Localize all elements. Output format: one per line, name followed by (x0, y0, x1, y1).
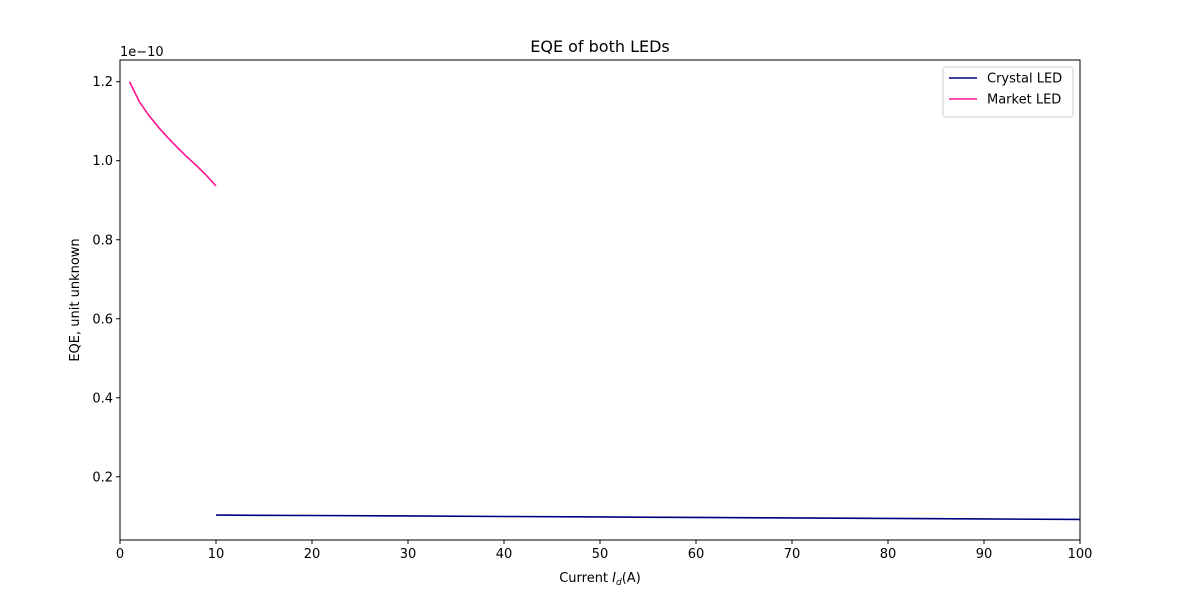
legend-label: Crystal LED (987, 72, 1062, 87)
x-tick-label: 90 (976, 547, 993, 562)
x-tick-label: 60 (688, 547, 705, 562)
series-lines (128, 81, 1081, 521)
y-tick-label: 1.0 (92, 154, 113, 169)
x-axis-label-symbol: I (612, 571, 616, 586)
series-line-market-led (128, 81, 217, 187)
chart-title: EQE of both LEDs (530, 37, 670, 56)
x-tick-label: 100 (1068, 547, 1093, 562)
x-tick-label: 70 (784, 547, 801, 562)
legend-label: Market LED (987, 93, 1061, 108)
x-tick-label: 50 (592, 547, 609, 562)
x-axis-label: Current Id(A) (559, 571, 641, 588)
y-tick-label: 0.2 (92, 470, 113, 485)
x-axis-label-main: Current (559, 571, 612, 586)
y-tick-label: 0.6 (92, 312, 113, 327)
y-axis-label: EQE, unit unknown (68, 238, 83, 361)
x-tick-label: 20 (304, 547, 321, 562)
series-line-crystal-led (215, 514, 1081, 521)
x-axis-label-unit: (A) (622, 571, 641, 586)
x-tick-label: 0 (116, 547, 124, 562)
x-tick-label: 10 (208, 547, 225, 562)
axis-ticks: 0 10 20 30 40 50 60 70 80 90 100 0.2 0.4 0.6 0.8 1.0 1.2 (92, 75, 1092, 562)
legend: Crystal LED Market LED (942, 66, 1074, 118)
x-tick-label: 40 (496, 547, 513, 562)
x-tick-label: 30 (400, 547, 417, 562)
legend-box (942, 66, 1074, 118)
y-tick-label: 0.4 (92, 391, 113, 406)
y-tick-label: 0.8 (92, 233, 113, 248)
x-axis-label-subscript: d (616, 578, 622, 588)
plot-area-frame (119, 59, 1081, 541)
x-tick-label: 80 (880, 547, 897, 562)
y-axis-offset-text: 1e−10 (120, 45, 164, 60)
y-tick-label: 1.2 (92, 75, 113, 90)
